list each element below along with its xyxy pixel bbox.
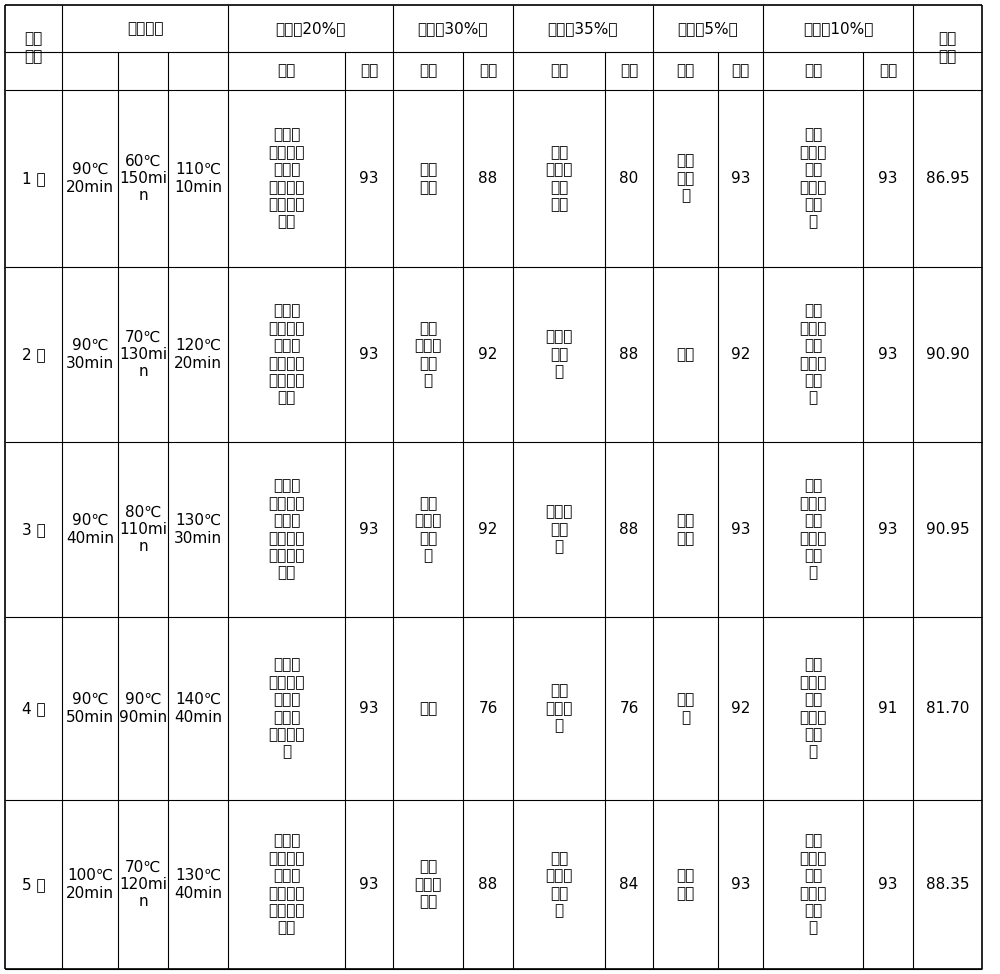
Text: 90℃
20min: 90℃ 20min (66, 163, 114, 195)
Text: 颗粒紧
结、色砂
绿润稍
有红点、
匀整、较
洁净: 颗粒紧 结、色砂 绿润稍 有红点、 匀整、较 洁净 (268, 834, 305, 935)
Text: 88: 88 (619, 347, 639, 362)
Text: 肥厚
软亮、
较匀
齐、红
边稍
显: 肥厚 软亮、 较匀 齐、红 边稍 显 (799, 304, 827, 405)
Text: 得分: 得分 (731, 63, 750, 79)
Text: 93: 93 (731, 877, 750, 892)
Text: 93: 93 (359, 877, 379, 892)
Text: 评语: 评语 (419, 63, 437, 79)
Text: 花香
浓郁、
火香
轻: 花香 浓郁、 火香 轻 (414, 320, 442, 388)
Text: 90℃
50min: 90℃ 50min (66, 693, 114, 725)
Text: 浅金
黄明
亮: 浅金 黄明 亮 (676, 154, 695, 204)
Text: 橙黄
明亮: 橙黄 明亮 (676, 868, 695, 901)
Text: 92: 92 (478, 522, 498, 537)
Text: 外形（20%）: 外形（20%） (275, 21, 346, 36)
Text: 评语: 评语 (277, 63, 296, 79)
Text: 90.90: 90.90 (926, 347, 969, 362)
Text: 90℃
40min: 90℃ 40min (66, 513, 114, 545)
Text: 火高: 火高 (419, 701, 437, 716)
Text: 88: 88 (478, 877, 498, 892)
Text: 60℃
150mi
n: 60℃ 150mi n (119, 154, 167, 204)
Text: 110℃
10min: 110℃ 10min (174, 163, 222, 195)
Text: 滋味（35%）: 滋味（35%） (548, 21, 618, 36)
Text: 醇厚
鲜爽、
稍带
青味: 醇厚 鲜爽、 稍带 青味 (545, 145, 573, 212)
Text: 91: 91 (878, 701, 898, 716)
Text: 深橙
黄: 深橙 黄 (676, 693, 695, 725)
Text: 90.95: 90.95 (926, 522, 969, 537)
Text: 花香
浓郁、
火香
轻: 花香 浓郁、 火香 轻 (414, 496, 442, 563)
Text: 花香
清长: 花香 清长 (419, 163, 437, 195)
Text: 93: 93 (359, 171, 379, 186)
Text: 香气（30%）: 香气（30%） (418, 21, 488, 36)
Text: 93: 93 (878, 171, 898, 186)
Text: 评语: 评语 (550, 63, 568, 79)
Text: 金黄
明亮: 金黄 明亮 (676, 513, 695, 545)
Text: 花香
显、火
香足: 花香 显、火 香足 (414, 860, 442, 910)
Text: 得分: 得分 (479, 63, 497, 79)
Text: 70℃
130mi
n: 70℃ 130mi n (119, 329, 167, 380)
Text: 得分: 得分 (879, 63, 897, 79)
Text: 浓稍
涩、火
高: 浓稍 涩、火 高 (545, 684, 573, 733)
Text: 140℃
40min: 140℃ 40min (174, 693, 222, 725)
Text: 加权
总分: 加权 总分 (938, 31, 957, 63)
Text: 70℃
120mi
n: 70℃ 120mi n (119, 860, 167, 910)
Text: 90℃
90min: 90℃ 90min (119, 693, 167, 725)
Text: 76: 76 (478, 701, 498, 716)
Text: 92: 92 (478, 347, 498, 362)
Text: 烘焙方法: 烘焙方法 (127, 21, 163, 36)
Text: 93: 93 (878, 522, 898, 537)
Text: 得分: 得分 (360, 63, 378, 79)
Text: 汤色（5%）: 汤色（5%） (678, 21, 738, 36)
Text: 肥厚
软亮、
较匀
齐、红
边稍
显: 肥厚 软亮、 较匀 齐、红 边稍 显 (799, 128, 827, 230)
Text: 92: 92 (731, 701, 750, 716)
Text: 样品
名称: 样品 名称 (24, 31, 43, 63)
Text: 90℃
30min: 90℃ 30min (66, 338, 114, 371)
Text: 醇厚、
火候
轻: 醇厚、 火候 轻 (545, 505, 573, 554)
Text: 1 号: 1 号 (22, 171, 45, 186)
Text: 橙黄: 橙黄 (676, 347, 695, 362)
Text: 肥厚
稍硬、
尚匀
齐、红
边稍
显: 肥厚 稍硬、 尚匀 齐、红 边稍 显 (799, 657, 827, 760)
Text: 80: 80 (619, 171, 639, 186)
Text: 肥厚
软亮、
较匀
齐、红
边稍
显: 肥厚 软亮、 较匀 齐、红 边稍 显 (799, 834, 827, 935)
Text: 浓厚、
火候
轻: 浓厚、 火候 轻 (545, 329, 573, 380)
Text: 92: 92 (731, 347, 750, 362)
Text: 颗粒紧
结、色黄
绿褐稍
润、匀
整、较洁
净: 颗粒紧 结、色黄 绿褐稍 润、匀 整、较洁 净 (268, 657, 305, 760)
Text: 得分: 得分 (620, 63, 638, 79)
Text: 93: 93 (731, 522, 750, 537)
Text: 86.95: 86.95 (926, 171, 969, 186)
Text: 颗粒紧
结、色砂
绿润稍
有红点、
匀整、较
洁净: 颗粒紧 结、色砂 绿润稍 有红点、 匀整、较 洁净 (268, 304, 305, 405)
Text: 4 号: 4 号 (22, 701, 45, 716)
Text: 93: 93 (359, 522, 379, 537)
Text: 浓稍
苦涩、
火候
足: 浓稍 苦涩、 火候 足 (545, 851, 573, 918)
Text: 93: 93 (878, 347, 898, 362)
Text: 肥厚
软亮、
较匀
齐、红
边稍
显: 肥厚 软亮、 较匀 齐、红 边稍 显 (799, 478, 827, 581)
Text: 84: 84 (619, 877, 639, 892)
Text: 93: 93 (359, 701, 379, 716)
Text: 81.70: 81.70 (926, 701, 969, 716)
Text: 颗粒紧
结、色砂
绿润稍
有红点、
匀整、较
洁净: 颗粒紧 结、色砂 绿润稍 有红点、 匀整、较 洁净 (268, 128, 305, 230)
Text: 76: 76 (619, 701, 639, 716)
Text: 120℃
20min: 120℃ 20min (174, 338, 222, 371)
Text: 100℃
20min: 100℃ 20min (66, 868, 114, 901)
Text: 叶底（10%）: 叶底（10%） (803, 21, 873, 36)
Text: 93: 93 (731, 171, 750, 186)
Text: 80℃
110mi
n: 80℃ 110mi n (119, 505, 167, 554)
Text: 评语: 评语 (676, 63, 695, 79)
Text: 93: 93 (359, 347, 379, 362)
Text: 5 号: 5 号 (22, 877, 45, 892)
Text: 93: 93 (878, 877, 898, 892)
Text: 88.35: 88.35 (926, 877, 969, 892)
Text: 130℃
40min: 130℃ 40min (174, 868, 222, 901)
Text: 130℃
30min: 130℃ 30min (174, 513, 222, 545)
Text: 3 号: 3 号 (22, 522, 45, 537)
Text: 88: 88 (478, 171, 498, 186)
Text: 颗粒紧
结、色砂
绿润稍
有红点、
匀整、较
洁净: 颗粒紧 结、色砂 绿润稍 有红点、 匀整、较 洁净 (268, 478, 305, 581)
Text: 2 号: 2 号 (22, 347, 45, 362)
Text: 88: 88 (619, 522, 639, 537)
Text: 评语: 评语 (804, 63, 822, 79)
